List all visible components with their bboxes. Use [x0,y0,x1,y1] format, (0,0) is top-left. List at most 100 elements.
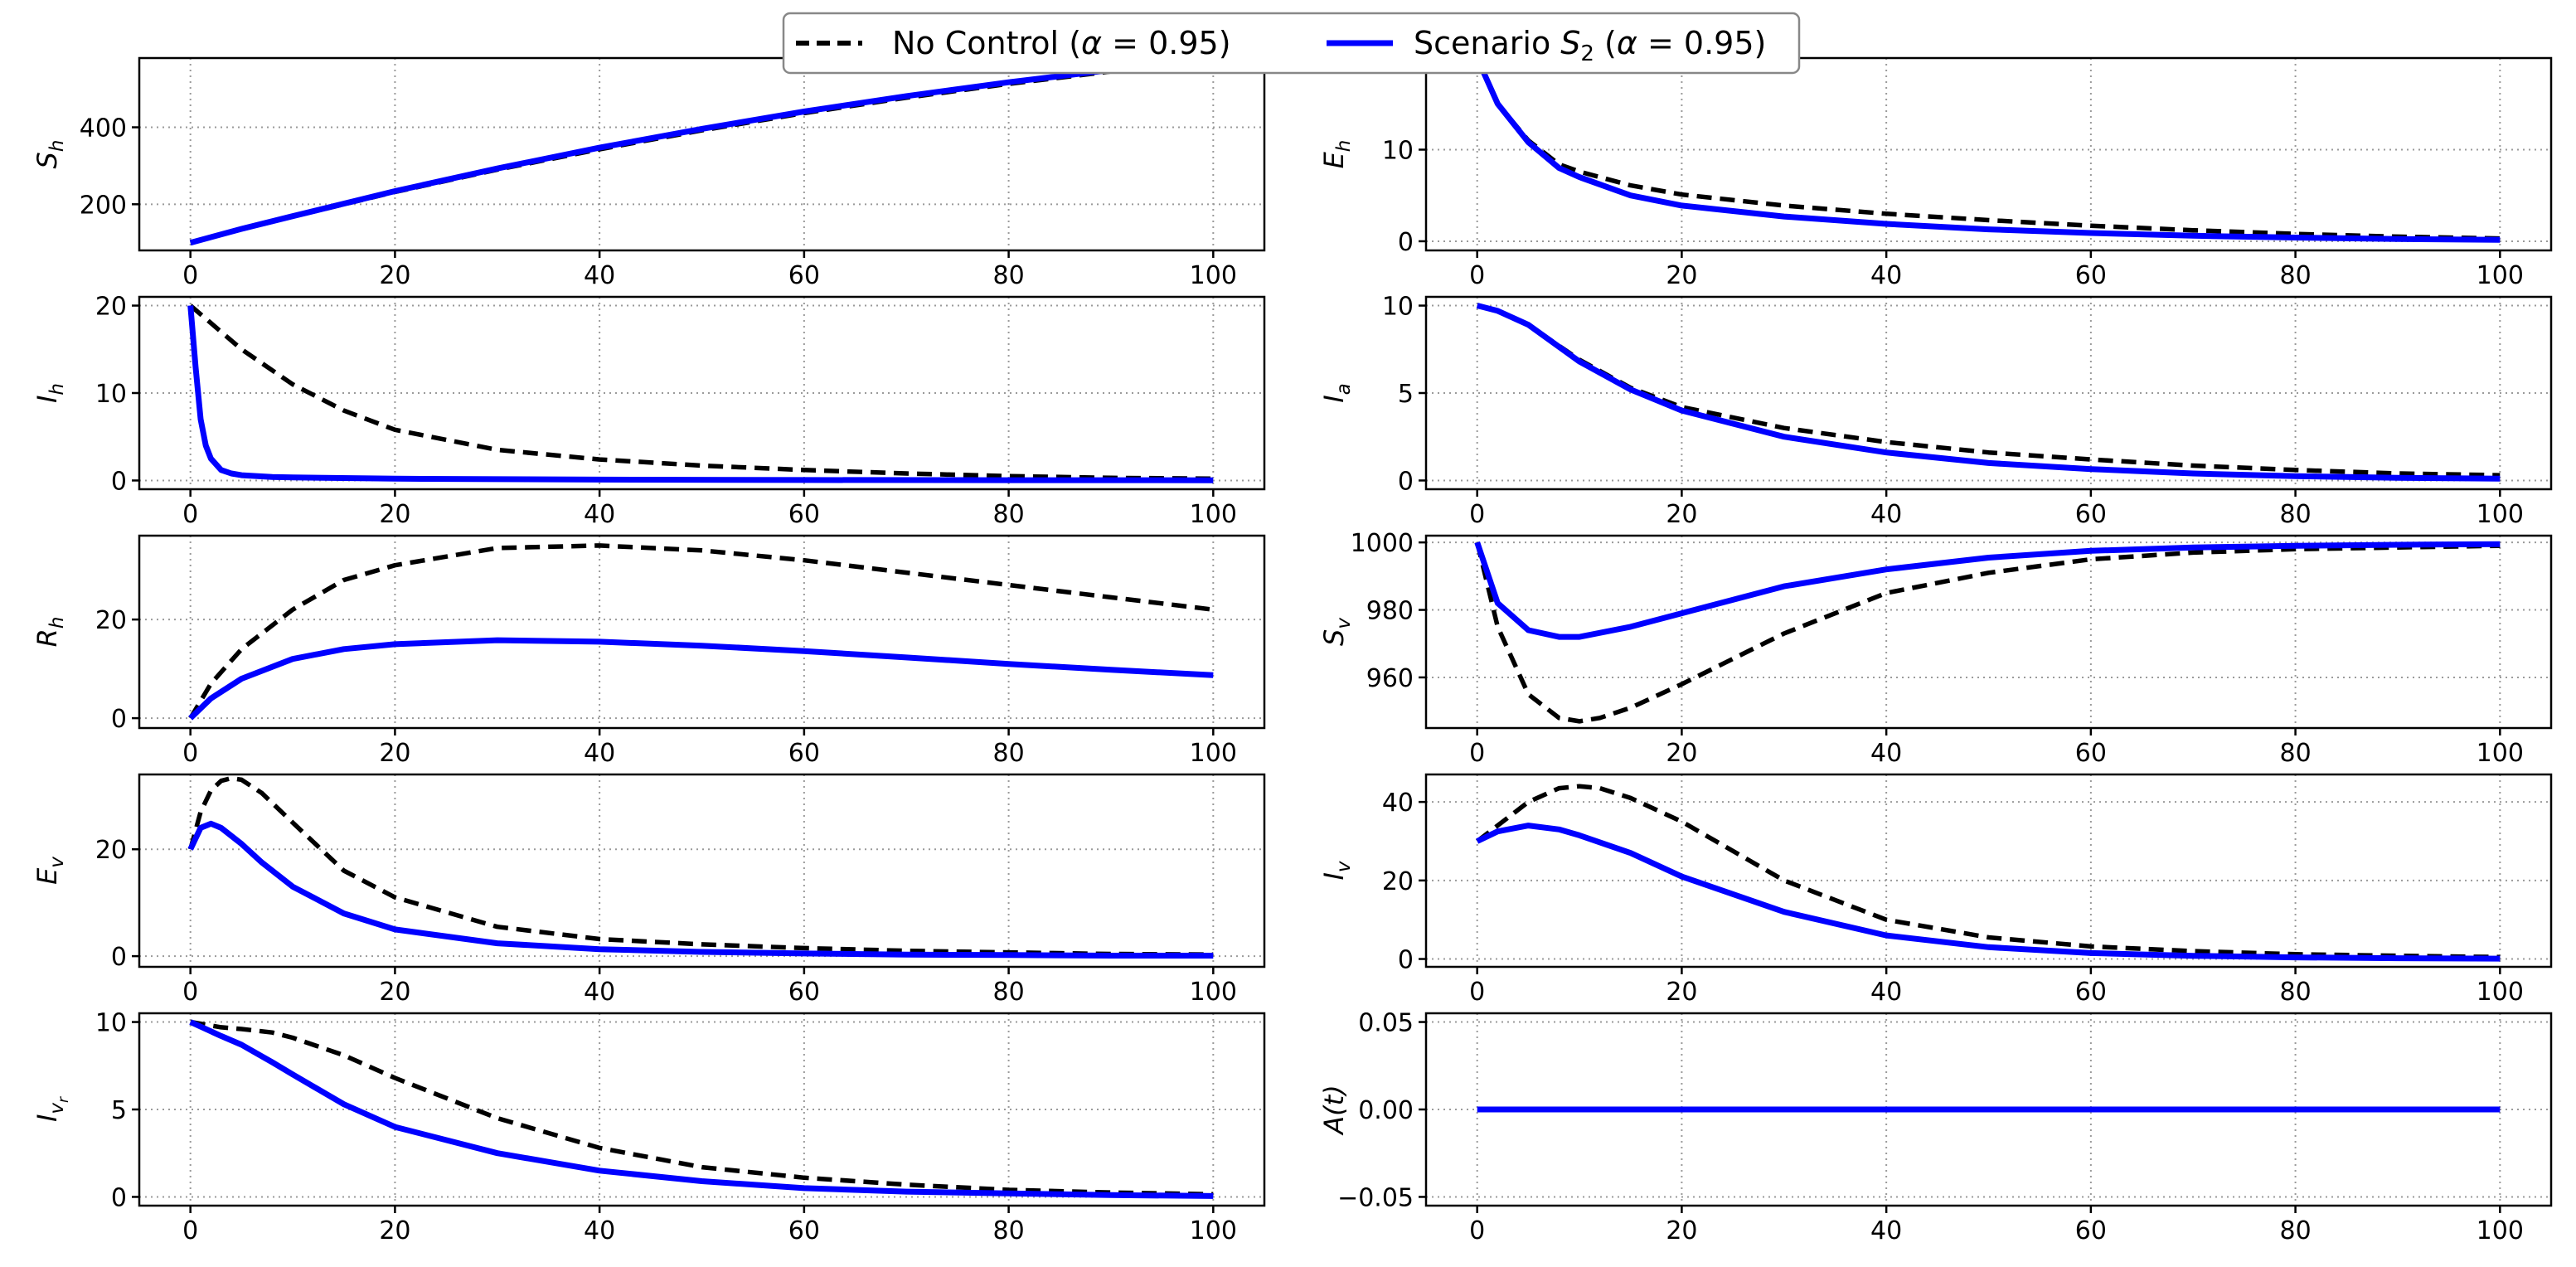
x-tick-label: 60 [2075,261,2107,290]
y-tick-label: 960 [1366,664,1414,693]
y-tick-label: 10 [95,1009,127,1038]
series-line-no-control [188,775,1214,957]
series-line-no-control [1477,303,2501,478]
axes-frame [138,56,1266,252]
subplot-7: 0 20 40 60 80 100 0 20 40 Iv [1318,773,2553,1007]
x-tick-label: 80 [2279,261,2311,290]
x-tick-label: 40 [584,261,615,290]
x-tick-label: 0 [1469,500,1485,529]
x-tick-label: 60 [788,739,820,768]
x-tick-label: 40 [584,500,615,529]
y-axis-label: Sv [1318,618,1355,646]
axes-frame [1424,295,2553,491]
y-tick-label: 0.00 [1358,1096,1414,1125]
y-tick-label: 0 [1398,467,1414,496]
y-tick-label: 0.05 [1358,1009,1414,1038]
x-tick-label: 20 [1666,739,1697,768]
x-tick-label: 40 [584,739,615,768]
series-line-no-control [1475,541,2501,724]
series-line-no-control [188,543,1214,720]
x-tick-label: 60 [788,978,820,1007]
x-tick-label: 20 [1666,978,1697,1007]
subplot-9: 0 20 40 60 80 100 −0.05 0.00 0.05 A(t) [1318,1009,2553,1245]
x-tick-label: 100 [2477,261,2524,290]
x-tick-label: 20 [379,1216,410,1245]
axes-frame [1424,1012,2553,1207]
y-tick-label: 20 [95,836,127,865]
y-axis-label: Ivr [32,1096,72,1122]
y-tick-label: 1000 [1351,529,1414,558]
legend-label-no-control: No Control (α = 0.95) [892,25,1231,61]
series-line-no-control [190,1019,1214,1197]
subplot-6: 0 20 40 60 80 100 0 20 Ev [32,773,1266,1007]
axes-frame [138,295,1266,491]
series-line-scenario-s2 [187,305,1214,483]
y-tick-label: 0 [111,1183,127,1212]
axes-frame [1424,56,2553,252]
y-tick-label: 20 [1382,867,1414,896]
subplot-4: 0 20 40 60 80 100 0 20 Rh [32,534,1266,768]
series-line-scenario-s2 [188,637,1214,721]
y-tick-label: 20 [95,606,127,635]
x-tick-label: 0 [182,261,198,290]
x-tick-label: 60 [788,261,820,290]
series-line-no-control [188,303,1214,482]
x-tick-label: 40 [1870,739,1902,768]
series-line-no-control [1476,784,2501,959]
y-tick-label: 0 [1398,946,1414,975]
y-tick-label: 20 [95,293,127,322]
x-tick-label: 100 [2477,978,2524,1007]
x-tick-label: 60 [788,1216,820,1245]
x-tick-label: 80 [992,500,1024,529]
series-line-scenario-s2 [189,1019,1214,1199]
x-tick-label: 20 [379,261,410,290]
x-tick-label: 40 [1870,500,1902,529]
series-line-no-control [1475,58,2501,241]
x-tick-label: 20 [379,978,410,1007]
y-axis-label: Rh [32,617,68,648]
axes-frame [138,534,1266,730]
x-tick-label: 100 [1190,500,1237,529]
y-tick-label: 980 [1366,597,1414,626]
subplot-0: 0 20 40 60 80 100 200 400 Sh [32,56,1266,290]
series-line-scenario-s2 [1476,303,2501,482]
x-tick-label: 100 [1190,978,1237,1007]
x-tick-label: 80 [992,261,1024,290]
x-tick-label: 100 [2477,739,2524,768]
y-tick-label: −0.05 [1337,1183,1414,1212]
x-tick-label: 60 [788,500,820,529]
series-line-scenario-s2 [187,820,1214,959]
x-tick-label: 100 [1190,1216,1237,1245]
x-tick-label: 0 [1469,1216,1485,1245]
y-axis-label: A(t) [1318,1085,1350,1135]
x-tick-label: 0 [1469,978,1485,1007]
x-tick-label: 20 [1666,1216,1697,1245]
x-tick-label: 80 [992,739,1024,768]
y-tick-label: 400 [80,114,127,143]
legend: No Control (α = 0.95) Scenario S2 (α = 0… [782,12,1801,75]
y-axis-label: Eh [1318,140,1355,169]
x-tick-label: 20 [379,739,410,768]
legend-label-scenario-s2: Scenario S2 (α = 0.95) [1414,25,1766,66]
y-axis-label: Sh [32,140,68,169]
x-tick-label: 0 [182,739,198,768]
x-tick-label: 100 [2477,500,2524,529]
subplot-3: 0 20 40 60 80 100 0 5 10 Ia [1318,293,2553,529]
x-tick-label: 0 [182,500,198,529]
x-tick-label: 40 [1870,978,1902,1007]
subplot-5: 0 20 40 60 80 100 960 980 1000 Sv [1318,529,2553,768]
y-tick-label: 0 [111,467,127,496]
axes-frame [1424,773,2553,968]
x-tick-label: 100 [2477,1216,2524,1245]
y-tick-label: 10 [1382,293,1414,322]
y-axis-label: Ih [32,383,68,403]
x-tick-label: 60 [2075,739,2107,768]
series-line-scenario-s2 [1474,58,2501,243]
x-tick-label: 0 [182,978,198,1007]
series-line-scenario-s2 [1476,823,2501,962]
y-tick-label: 0 [1398,228,1414,257]
y-tick-label: 0 [111,705,127,734]
x-tick-label: 20 [1666,261,1697,290]
